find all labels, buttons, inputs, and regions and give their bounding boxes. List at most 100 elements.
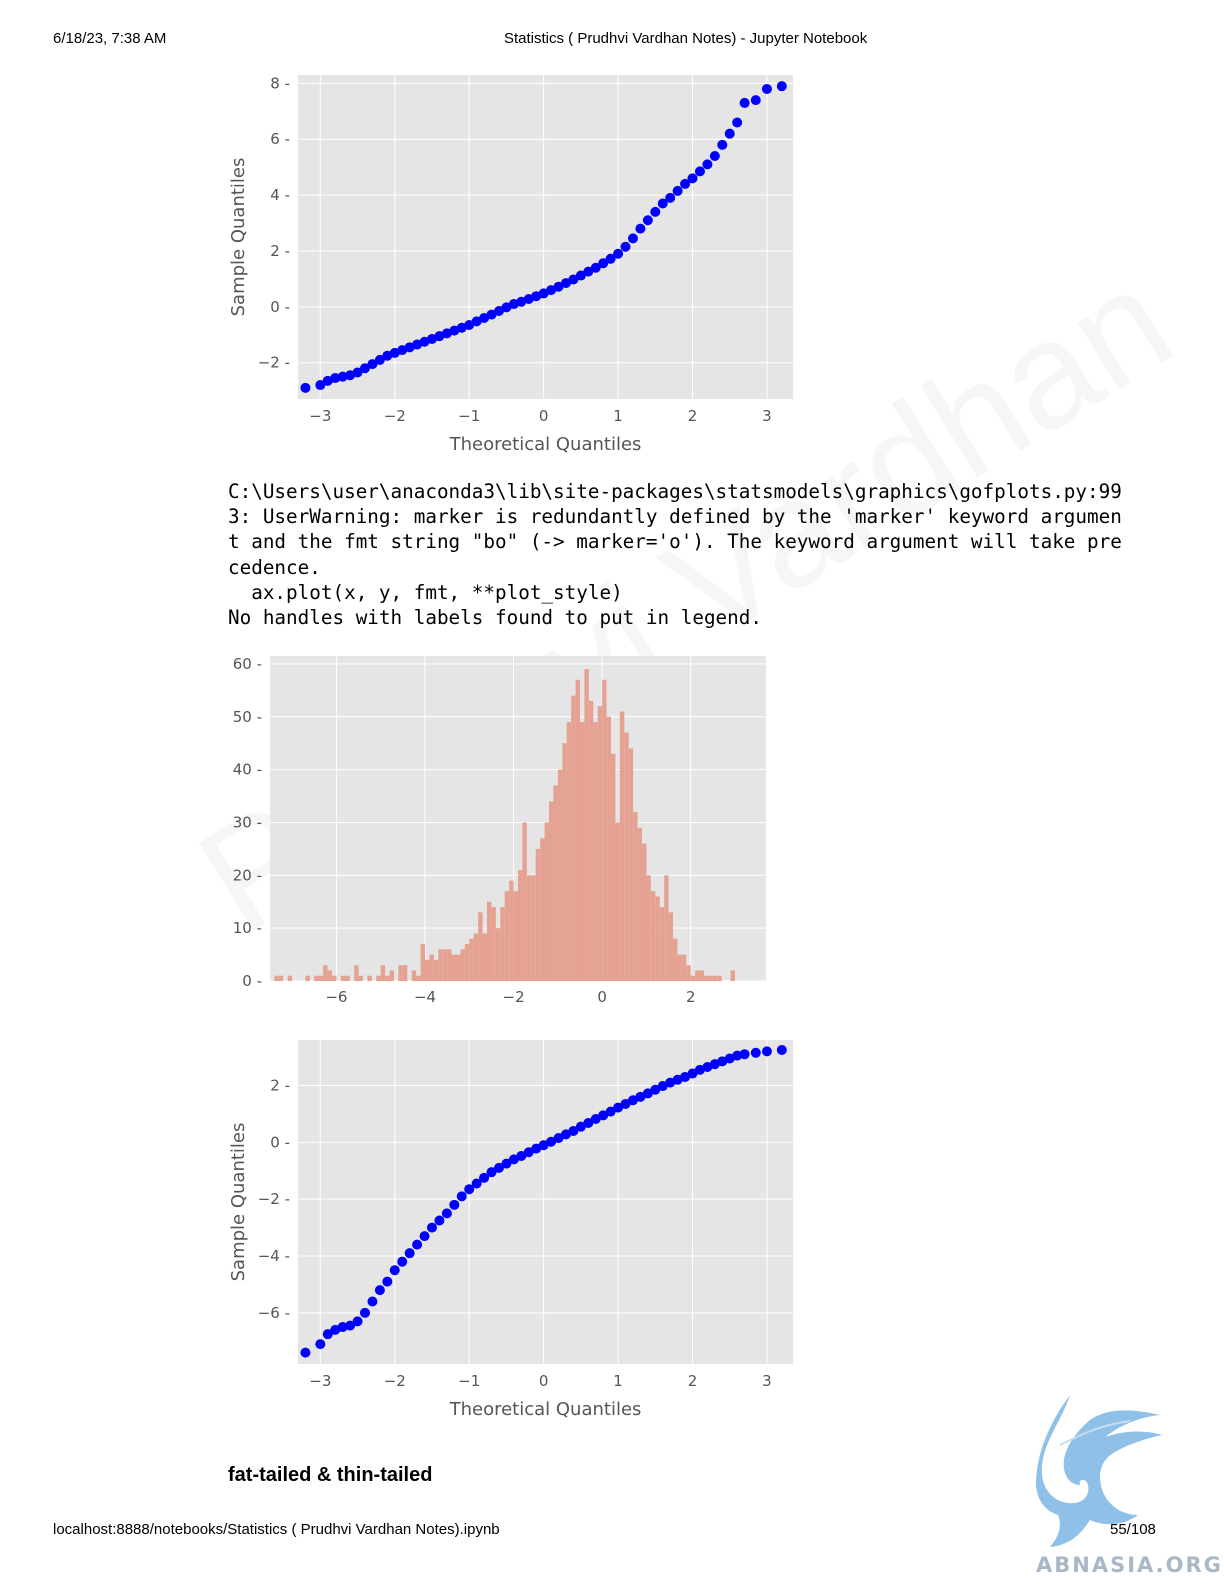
histogram-bar <box>482 933 487 981</box>
data-point <box>672 185 683 196</box>
page-number: 55/108 <box>1110 1521 1156 1538</box>
x-tick-label: 3 <box>762 1372 772 1390</box>
data-point <box>367 1296 378 1307</box>
data-point <box>516 1150 527 1161</box>
data-point <box>352 367 363 378</box>
histogram-bar <box>606 716 611 981</box>
qq-plot-left-skewed: −3 −2 −1 0 1 2 3 −6 - −4 - −2 - 0 - 2 - Theoretical … <box>224 1030 804 1425</box>
output-line: 3: UserWarning: marker is redundantly de… <box>228 505 1122 529</box>
output-line: cedence. <box>228 555 321 579</box>
data-point <box>300 1347 311 1358</box>
data-point <box>523 1147 534 1158</box>
x-tick-label: −3 <box>309 407 331 425</box>
x-tick-label: 0 <box>539 1372 549 1390</box>
data-point <box>761 1046 772 1057</box>
histogram-bar <box>655 896 660 981</box>
qq-plot-skewed: −3 −2 −1 0 1 2 3 −2 - 0 - 2 - 4 - 6 - 8 - Theoretical… <box>224 65 804 460</box>
histogram-bar <box>526 875 532 981</box>
x-axis-label: Theoretical Quantiles <box>449 434 642 455</box>
data-point <box>665 192 676 203</box>
data-point <box>627 233 638 244</box>
histogram-bar <box>380 965 386 981</box>
histogram-bar <box>314 975 319 981</box>
histogram-bar <box>712 975 718 981</box>
x-tick-label: −2 <box>384 1372 406 1390</box>
histogram-bar <box>642 843 647 981</box>
data-point <box>605 1106 616 1117</box>
y-tick-label: −2 - <box>258 1190 290 1208</box>
data-point <box>404 1248 415 1259</box>
data-point <box>642 215 653 226</box>
histogram-bar <box>389 970 394 981</box>
histogram-bar <box>518 870 523 981</box>
histogram-bar <box>624 732 629 981</box>
y-axis-label: Sample Quantiles <box>228 1123 249 1282</box>
histogram-bar <box>615 822 620 981</box>
data-point <box>687 173 698 184</box>
data-point <box>493 1162 504 1173</box>
histogram-bar <box>611 753 616 981</box>
histogram-bar <box>460 949 465 981</box>
data-point <box>337 371 348 382</box>
data-point <box>702 159 713 170</box>
x-tick-label: −1 <box>458 407 480 425</box>
y-axis-label: Sample Quantiles <box>228 158 249 317</box>
histogram-bar <box>588 700 594 981</box>
y-tick-label: 6 - <box>270 130 290 148</box>
data-point <box>575 1121 586 1132</box>
histogram-bar <box>522 822 527 981</box>
histogram-bar <box>398 965 403 981</box>
data-point <box>546 1136 557 1147</box>
data-point <box>337 1322 348 1333</box>
data-point <box>776 1044 787 1055</box>
data-point <box>553 281 564 292</box>
data-point <box>508 1154 519 1165</box>
data-point <box>680 178 691 189</box>
histogram-bar <box>504 891 510 981</box>
histogram-bar <box>433 959 439 981</box>
histogram-bar <box>730 970 735 981</box>
histogram-bar <box>659 907 665 981</box>
data-point <box>717 139 728 150</box>
data-point <box>345 1320 356 1331</box>
output-line: t and the fmt string "bo" (-> marker='o'… <box>228 530 1122 554</box>
histogram-bar <box>500 907 505 981</box>
data-point <box>501 1158 512 1169</box>
data-point <box>486 309 497 320</box>
histogram-bar <box>491 907 496 981</box>
histogram-bar <box>323 965 328 981</box>
y-tick-label: −4 - <box>258 1247 290 1265</box>
histogram-bar <box>447 949 452 981</box>
data-point <box>374 354 385 365</box>
histogram-bar <box>411 970 417 981</box>
data-point <box>479 1172 490 1183</box>
histogram-bar <box>549 801 554 981</box>
page-title: Statistics ( Prudhvi Vardhan Notes) - Ju… <box>504 30 868 47</box>
histogram-bar <box>287 975 293 981</box>
data-point <box>374 1285 385 1296</box>
data-point <box>464 1184 475 1195</box>
x-tick-label: −6 <box>325 988 347 1006</box>
data-point <box>538 1140 549 1151</box>
histogram-bar <box>695 970 700 981</box>
y-tick-label: 60 - <box>233 655 262 673</box>
histogram-bar <box>456 954 461 981</box>
x-axis-label: Theoretical Quantiles <box>449 1399 642 1420</box>
data-point <box>486 1167 497 1178</box>
data-point <box>456 1191 467 1202</box>
x-tick-label: −2 <box>384 407 406 425</box>
data-point <box>359 1307 370 1318</box>
data-point <box>650 206 661 217</box>
data-point <box>560 278 571 289</box>
x-tick-label: 3 <box>762 407 772 425</box>
x-tick-label: −2 <box>503 988 525 1006</box>
histogram-bar <box>438 949 443 981</box>
data-point <box>613 1102 624 1113</box>
histogram-bar <box>429 954 434 981</box>
histogram-bar <box>646 875 651 981</box>
y-tick-label: 20 - <box>233 866 262 884</box>
x-tick-label: −3 <box>309 1372 331 1390</box>
histogram-bar <box>619 711 625 981</box>
histogram-bar <box>376 975 381 981</box>
data-point <box>330 373 341 384</box>
